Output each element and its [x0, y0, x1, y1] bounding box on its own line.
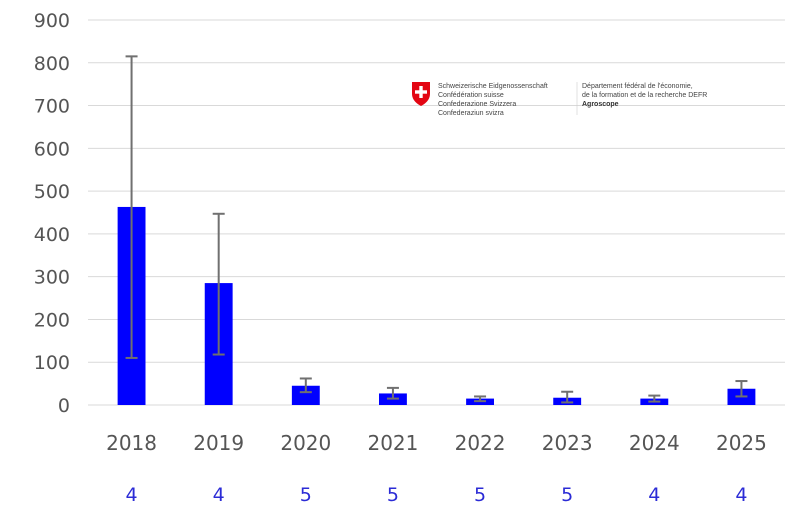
sample-size-label: 5: [561, 484, 573, 506]
logo-line-2: Confédération suisse: [438, 92, 504, 99]
agroscope-logo: Schweizerische Eidgenossenschaft Confédé…: [412, 82, 707, 117]
sample-size-row: 4 4 5 5 5 5 4 4: [126, 484, 748, 506]
y-tick-label: 200: [34, 309, 70, 331]
sample-size-label: 4: [126, 484, 138, 506]
logo-org-name: Agroscope: [582, 101, 619, 108]
x-tick-label: 2019: [193, 431, 244, 455]
logo-dept-line-2: de la formation et de la recherche DEFR: [582, 92, 707, 99]
y-tick-label: 300: [34, 267, 70, 289]
y-tick-label: 400: [34, 224, 70, 246]
x-tick-label: 2020: [280, 431, 331, 455]
x-tick-label: 2024: [629, 431, 680, 455]
sample-size-label: 5: [387, 484, 399, 506]
y-tick-label: 0: [58, 395, 70, 417]
logo-line-1: Schweizerische Eidgenossenschaft: [438, 83, 548, 90]
swiss-cross-shield-icon: [412, 82, 430, 106]
logo-line-4: Confederaziun svizra: [438, 110, 504, 117]
gridlines: [88, 19, 785, 406]
y-axis-ticks: 0 100 200 300 400 500 600 700 800 900: [34, 10, 70, 417]
x-tick-label: 2021: [367, 431, 418, 455]
logo-dept-line-1: Département fédéral de l'économie,: [582, 83, 693, 90]
bars: [117, 206, 756, 405]
error-bars: [125, 55, 748, 404]
sample-size-label: 4: [213, 484, 225, 506]
sample-size-label: 4: [648, 484, 660, 506]
x-axis-ticks: 2018 2019 2020 2021 2022 2023 2024 2025: [106, 431, 767, 455]
x-tick-label: 2023: [542, 431, 593, 455]
y-tick-label: 100: [34, 352, 70, 374]
bar: [291, 385, 320, 405]
y-tick-label: 600: [34, 138, 70, 160]
x-tick-label: 2018: [106, 431, 157, 455]
sample-size-label: 5: [300, 484, 312, 506]
logo-line-3: Confederazione Svizzera: [438, 101, 516, 108]
sample-size-label: 4: [735, 484, 747, 506]
y-tick-label: 500: [34, 181, 70, 203]
y-tick-label: 800: [34, 53, 70, 75]
sample-size-label: 5: [474, 484, 486, 506]
x-tick-label: 2025: [716, 431, 767, 455]
y-tick-label: 700: [34, 96, 70, 118]
y-tick-label: 900: [34, 10, 70, 32]
x-tick-label: 2022: [455, 431, 506, 455]
